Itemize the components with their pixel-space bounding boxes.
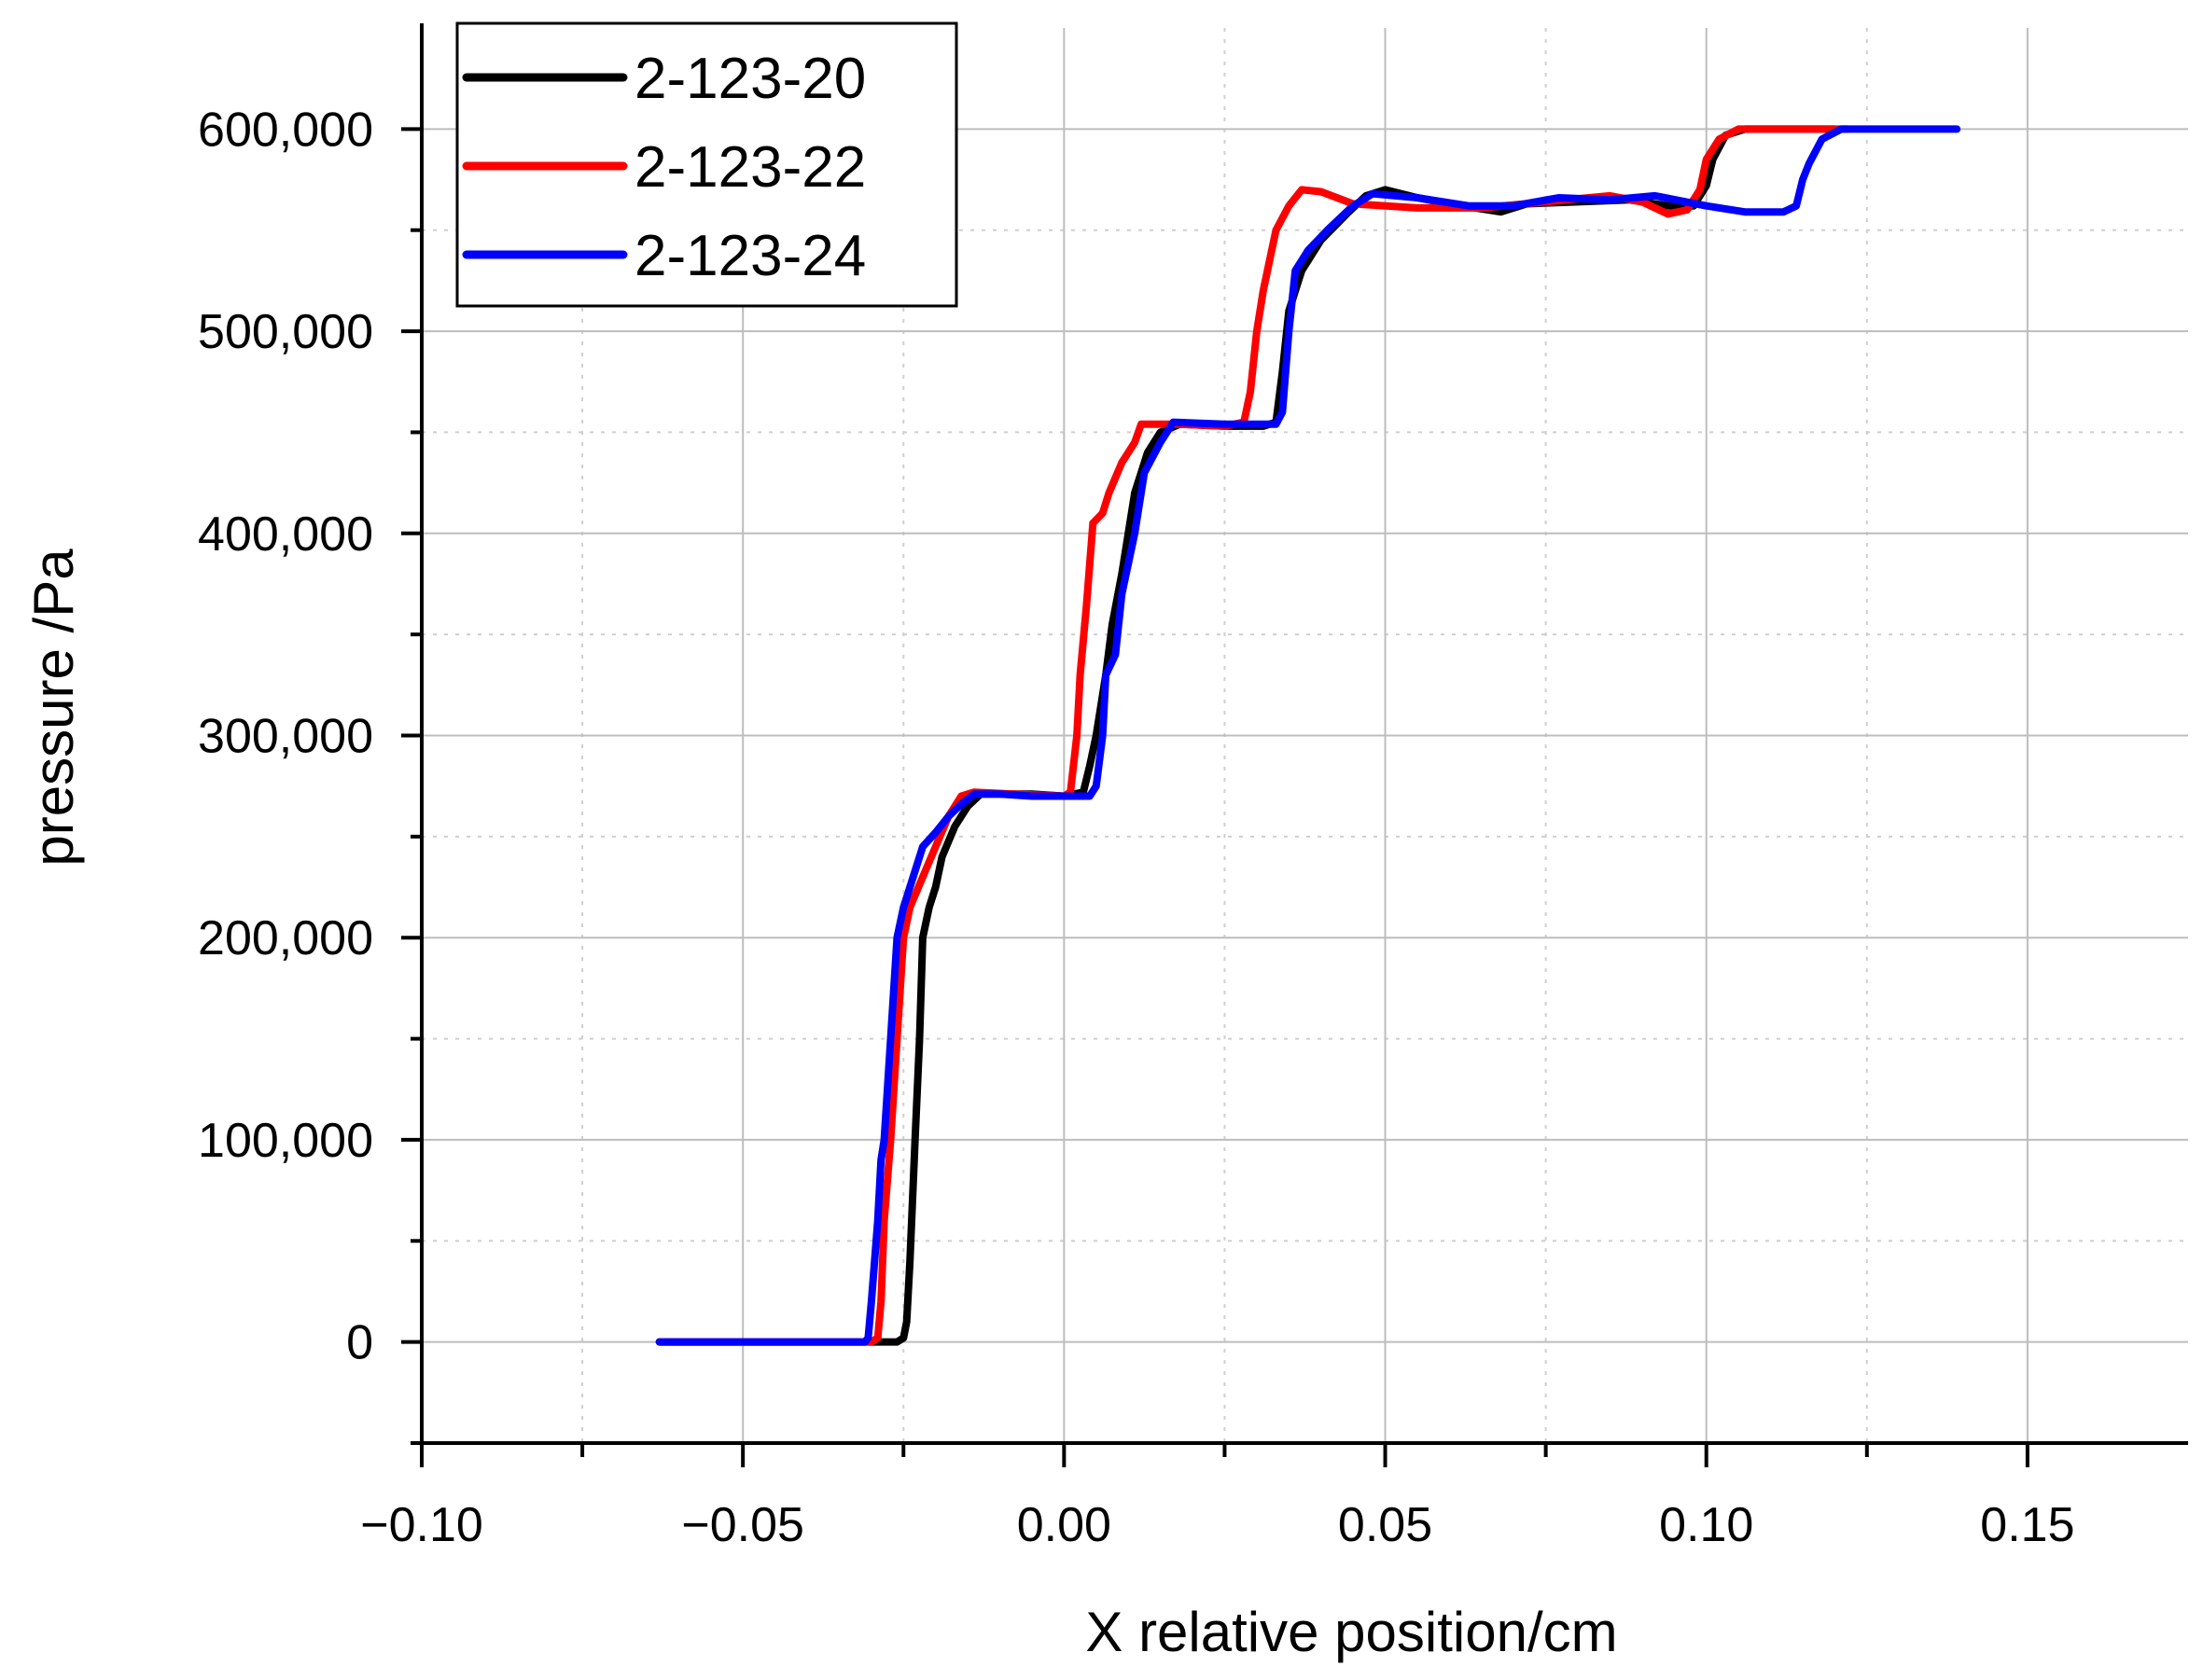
x-axis-title: X relative position/cm [1085, 1601, 1617, 1663]
x-tick-label: 0.10 [1659, 1498, 1753, 1552]
y-tick-label: 100,000 [198, 1114, 373, 1168]
legend-label: 2-123-22 [634, 135, 866, 200]
axes: −0.10 −0.05 0.00 0.05 0.10 0.15 0 100,000 200,00… [198, 23, 2188, 1552]
y-tick-label: 200,000 [198, 911, 373, 965]
legend-label: 2-123-20 [634, 47, 866, 111]
y-tick-label: 0 [346, 1316, 373, 1370]
legend: 2-123-20 2-123-22 2-123-24 [455, 21, 958, 308]
y-tick-label: 300,000 [198, 710, 373, 764]
legend-label: 2-123-24 [634, 224, 866, 288]
x-tick-label: 0.15 [1980, 1498, 2074, 1552]
x-tick-label: −0.10 [360, 1498, 483, 1552]
y-tick-label: 500,000 [198, 305, 373, 359]
y-axis-title: pressure /Pa [22, 548, 85, 867]
series-line-2-123-24 [655, 125, 1961, 1346]
x-tick-label: 0.00 [1017, 1498, 1111, 1552]
x-tick-label: 0.05 [1338, 1498, 1432, 1552]
x-tick-label: −0.05 [681, 1498, 804, 1552]
series-line-2-123-22 [655, 125, 1852, 1346]
series-lines [655, 125, 1961, 1346]
y-tick-label: 400,000 [198, 507, 373, 562]
y-tick-label: 600,000 [198, 103, 373, 157]
